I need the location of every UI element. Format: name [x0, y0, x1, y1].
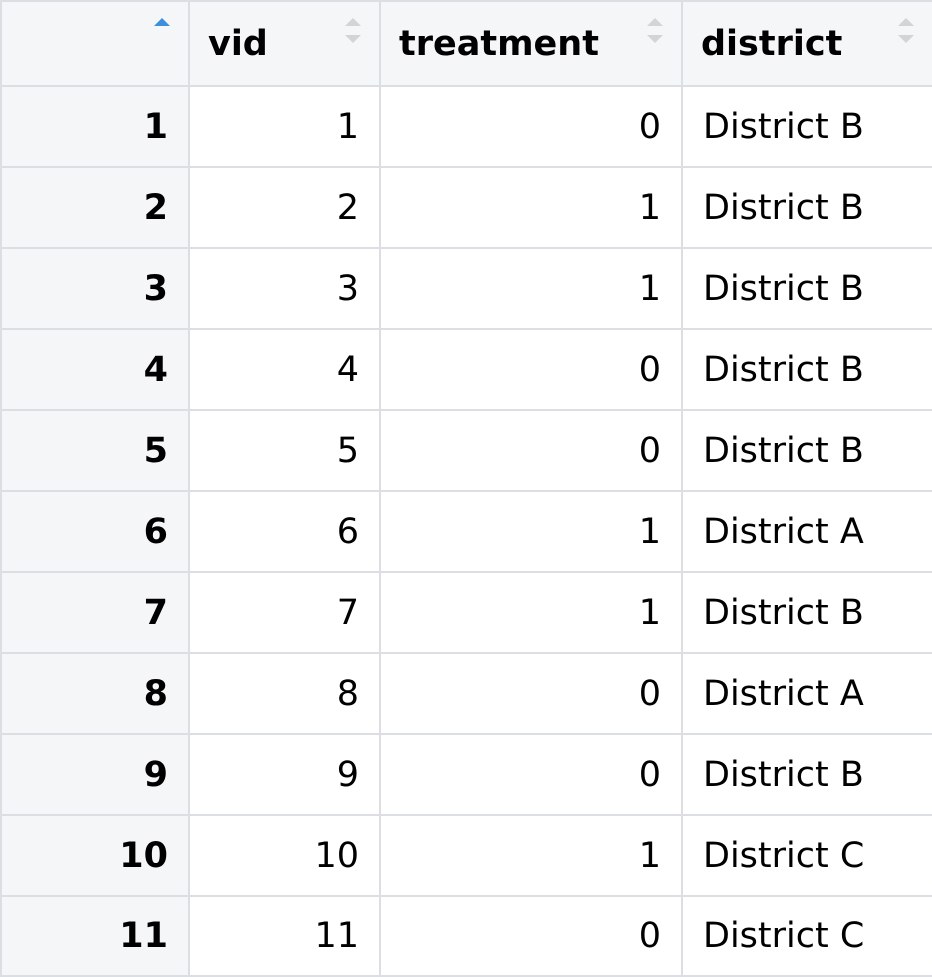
row-number-cell: 11 [0, 895, 190, 977]
vid-cell: 4 [188, 328, 381, 411]
vid-cell: 3 [188, 247, 381, 330]
table-row: 10 10 1 District C [0, 814, 932, 897]
treatment-cell: 1 [379, 571, 683, 654]
district-cell: District B [681, 733, 932, 816]
sort-icon[interactable] [898, 18, 914, 48]
district-cell: District B [681, 166, 932, 249]
vid-cell: 9 [188, 733, 381, 816]
row-number-cell: 7 [0, 571, 190, 654]
treatment-cell: 0 [379, 652, 683, 735]
vid-cell: 11 [188, 895, 381, 977]
row-number-cell: 8 [0, 652, 190, 735]
row-number-cell: 3 [0, 247, 190, 330]
sort-icon[interactable] [647, 18, 663, 48]
treatment-cell: 0 [379, 895, 683, 977]
column-header-label: district [701, 23, 843, 64]
district-cell: District B [681, 85, 932, 168]
vid-cell: 10 [188, 814, 381, 897]
treatment-cell: 1 [379, 247, 683, 330]
district-cell: District C [681, 814, 932, 897]
district-cell: District B [681, 409, 932, 492]
table-header: vid treatment district [0, 0, 932, 87]
treatment-cell: 1 [379, 490, 683, 573]
table-row: 2 2 1 District B [0, 166, 932, 249]
district-cell: District C [681, 895, 932, 977]
column-header-vid[interactable]: vid [188, 0, 381, 87]
column-header-label: vid [208, 23, 268, 64]
district-cell: District A [681, 490, 932, 573]
sort-ascending-icon[interactable] [154, 18, 170, 48]
vid-cell: 7 [188, 571, 381, 654]
row-number-cell: 2 [0, 166, 190, 249]
column-header-district[interactable]: district [681, 0, 932, 87]
column-header-label: treatment [399, 23, 599, 64]
header-row: vid treatment district [0, 0, 932, 87]
table-row: 7 7 1 District B [0, 571, 932, 654]
district-cell: District A [681, 652, 932, 735]
row-number-cell: 4 [0, 328, 190, 411]
table-row: 9 9 0 District B [0, 733, 932, 816]
vid-cell: 5 [188, 409, 381, 492]
treatment-cell: 1 [379, 166, 683, 249]
vid-cell: 2 [188, 166, 381, 249]
sort-icon[interactable] [345, 18, 361, 48]
treatment-cell: 1 [379, 814, 683, 897]
column-header-treatment[interactable]: treatment [379, 0, 683, 87]
table-row: 4 4 0 District B [0, 328, 932, 411]
table-row: 5 5 0 District B [0, 409, 932, 492]
vid-cell: 8 [188, 652, 381, 735]
vid-cell: 6 [188, 490, 381, 573]
table-row: 6 6 1 District A [0, 490, 932, 573]
district-cell: District B [681, 328, 932, 411]
treatment-cell: 0 [379, 409, 683, 492]
row-number-cell: 9 [0, 733, 190, 816]
table-row: 8 8 0 District A [0, 652, 932, 735]
row-number-cell: 1 [0, 85, 190, 168]
table-row: 3 3 1 District B [0, 247, 932, 330]
vid-cell: 1 [188, 85, 381, 168]
row-number-cell: 10 [0, 814, 190, 897]
column-header-rownames[interactable] [0, 0, 190, 87]
table-row: 11 11 0 District C [0, 895, 932, 977]
table-row: 1 1 0 District B [0, 85, 932, 168]
treatment-cell: 0 [379, 328, 683, 411]
district-cell: District B [681, 247, 932, 330]
district-cell: District B [681, 571, 932, 654]
treatment-cell: 0 [379, 733, 683, 816]
treatment-cell: 0 [379, 85, 683, 168]
row-number-cell: 5 [0, 409, 190, 492]
row-number-cell: 6 [0, 490, 190, 573]
